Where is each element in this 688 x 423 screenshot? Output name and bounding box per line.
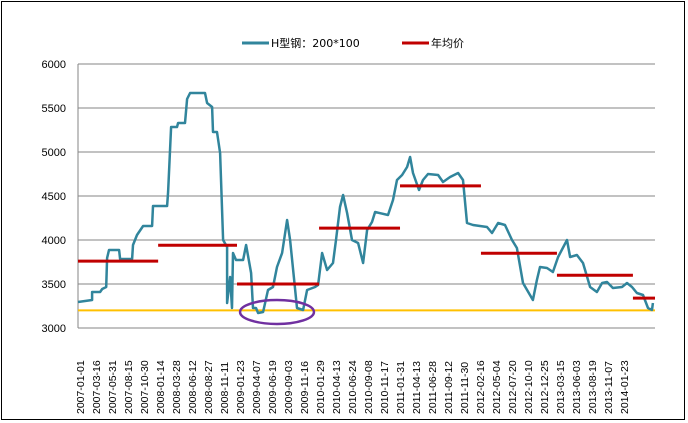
x-tick-label: 2013-06-03 xyxy=(571,360,583,414)
x-tick-label: 2014-01-23 xyxy=(619,360,631,414)
x-tick-label: 2007-10-30 xyxy=(139,360,151,414)
x-tick-label: 2008-11-11 xyxy=(219,362,231,414)
x-tick-label: 2009-01-23 xyxy=(235,360,247,414)
y-axis-tick-labels: 3000 3500 4000 4500 5000 5500 6000 xyxy=(42,59,66,335)
x-tick-label: 2011-01-31 xyxy=(395,361,407,414)
y-tick-label: 4500 xyxy=(42,191,66,203)
x-tick-label: 2007-08-15 xyxy=(123,360,135,414)
y-tick-label: 3000 xyxy=(42,323,66,335)
x-tick-label: 2011-06-28 xyxy=(427,361,439,414)
x-tick-label: 2011-04-13 xyxy=(411,361,423,414)
price-series-line xyxy=(77,91,655,315)
x-tick-label: 2008-06-12 xyxy=(187,360,199,414)
x-tick-label: 2007-05-31 xyxy=(107,360,119,414)
x-tick-label: 2011-11-30 xyxy=(459,362,471,414)
x-tick-label: 2007-03-16 xyxy=(91,360,103,414)
gridlines xyxy=(77,63,655,329)
x-axis-tick-labels: 2007-01-01 2007-03-16 2007-05-31 2007-08-15… xyxy=(75,360,631,414)
y-tick-label: 4000 xyxy=(42,235,66,247)
x-tick-label: 2010-11-17 xyxy=(379,361,391,414)
x-tick-label: 2010-06-24 xyxy=(347,360,359,414)
legend: H型钢：200*100 年均价 xyxy=(242,36,464,50)
x-tick-label: 2012-10-10 xyxy=(523,360,535,414)
y-tick-label: 3500 xyxy=(42,279,66,291)
x-tick-label: 2011-09-12 xyxy=(443,361,455,414)
x-tick-label: 2010-09-08 xyxy=(363,360,375,414)
x-tick-label: 2013-03-15 xyxy=(555,360,567,414)
x-tick-label: 2008-08-27 xyxy=(203,360,215,414)
series-group xyxy=(77,91,655,315)
x-tick-label: 2009-04-07 xyxy=(251,360,263,414)
x-tick-label: 2009-09-03 xyxy=(283,360,295,414)
x-tick-label: 2012-12-25 xyxy=(539,360,551,414)
y-tick-label: 6000 xyxy=(42,59,66,71)
legend-label-annual-avg: 年均价 xyxy=(431,36,464,50)
x-tick-label: 2012-07-20 xyxy=(507,360,519,414)
x-tick-label: 2013-11-07 xyxy=(603,361,615,414)
annotation-group xyxy=(238,298,316,326)
y-tick-label: 5500 xyxy=(42,103,66,115)
x-tick-label: 2010-01-29 xyxy=(315,360,327,414)
x-tick-label: 2010-04-13 xyxy=(331,360,343,414)
x-tick-label: 2008-03-28 xyxy=(171,360,183,414)
y-tick-label: 5000 xyxy=(42,147,66,159)
x-tick-label: 2007-01-01 xyxy=(75,360,87,414)
x-tick-label: 2012-05-04 xyxy=(491,360,503,414)
legend-label-price: H型钢：200*100 xyxy=(271,36,360,50)
x-tick-label: 2009-11-16 xyxy=(299,361,311,414)
x-tick-label: 2013-08-19 xyxy=(587,360,599,414)
highlight-ellipse xyxy=(238,298,316,326)
x-tick-label: 2009-06-19 xyxy=(267,360,279,414)
x-tick-label: 2008-01-14 xyxy=(155,360,167,414)
x-tick-label: 2012-02-16 xyxy=(475,360,487,414)
